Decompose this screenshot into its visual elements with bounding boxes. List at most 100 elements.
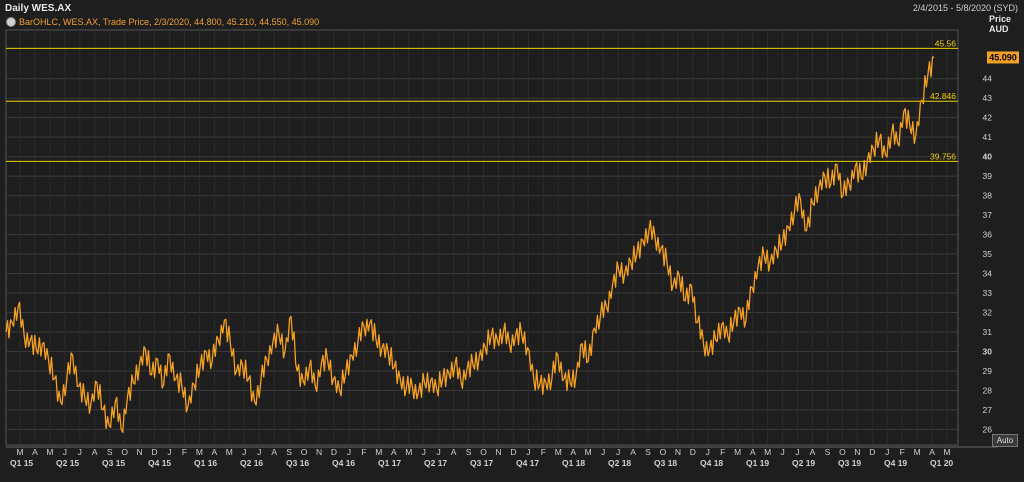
x-month-label: A xyxy=(570,447,576,457)
x-quarter-label: Q3 16 xyxy=(286,458,309,468)
x-month-label: O xyxy=(121,447,128,457)
x-month-label: M xyxy=(944,447,951,457)
x-quarter-label: Q4 15 xyxy=(148,458,171,468)
x-month-label: A xyxy=(212,447,218,457)
y-tick-label: 29 xyxy=(983,366,993,376)
price-label: Price xyxy=(989,14,1012,24)
x-quarter-label: Q1 15 xyxy=(10,458,33,468)
x-month-label: J xyxy=(780,447,784,457)
x-month-label: F xyxy=(182,447,187,457)
last-price-tag xyxy=(987,51,1019,64)
y-tick-label: 36 xyxy=(983,230,993,240)
x-month-label: M xyxy=(16,447,23,457)
x-month-label: M xyxy=(734,447,741,457)
price-series-line xyxy=(5,56,935,433)
y-tick-label: 30 xyxy=(983,346,993,356)
x-month-label: M xyxy=(196,447,203,457)
x-month-label: M xyxy=(764,447,771,457)
x-month-label: A xyxy=(32,447,38,457)
x-month-label: M xyxy=(46,447,53,457)
x-month-label: F xyxy=(900,447,905,457)
y-tick-label: 31 xyxy=(983,327,993,337)
last-price-label: 45.090 xyxy=(989,52,1017,62)
x-month-label: A xyxy=(929,447,935,457)
x-month-label: J xyxy=(706,447,710,457)
x-month-label: M xyxy=(375,447,382,457)
x-quarter-label: Q2 19 xyxy=(792,458,815,468)
x-month-label: J xyxy=(422,447,426,457)
x-month-label: S xyxy=(286,447,292,457)
x-month-label: F xyxy=(541,447,546,457)
x-quarter-label: Q1 18 xyxy=(562,458,585,468)
plot-area-border xyxy=(5,29,959,446)
auto-scale-button[interactable]: Auto xyxy=(992,434,1018,447)
x-quarter-label: Q4 19 xyxy=(884,458,907,468)
x-quarter-label: Q3 18 xyxy=(654,458,677,468)
y-tick-label: 40 xyxy=(983,152,993,162)
date-range[interactable]: 2/4/2015 - 5/8/2020 (SYD) xyxy=(912,3,1018,13)
x-month-label: D xyxy=(869,447,875,457)
x-month-label: D xyxy=(690,447,696,457)
x-month-label: D xyxy=(152,447,158,457)
x-quarter-label: Q1 19 xyxy=(746,458,769,468)
y-tick-label: 33 xyxy=(983,288,993,298)
x-month-label: M xyxy=(555,447,562,457)
x-month-label: J xyxy=(78,447,82,457)
currency-label: AUD xyxy=(989,24,1009,34)
y-tick-label: 28 xyxy=(983,385,993,395)
x-month-label: A xyxy=(810,447,816,457)
x-month-label: J xyxy=(167,447,171,457)
x-month-label: N xyxy=(495,447,501,457)
x-quarter-label: Q4 18 xyxy=(700,458,723,468)
y-tick-label: 37 xyxy=(983,210,993,220)
x-month-label: A xyxy=(630,447,636,457)
price-axis-header: Price AUD xyxy=(989,14,1011,34)
y-tick-label: 35 xyxy=(983,249,993,259)
x-quarter-label: Q1 20 xyxy=(930,458,953,468)
x-quarter-label: Q2 17 xyxy=(424,458,447,468)
series-legend[interactable]: BarOHLC, WES.AX, Trade Price, 2/3/2020, … xyxy=(6,17,319,27)
y-tick-label: 41 xyxy=(983,132,993,142)
y-tick-label: 26 xyxy=(983,424,993,434)
x-month-label: A xyxy=(92,447,98,457)
x-quarter-label: Q2 18 xyxy=(608,458,631,468)
x-month-label: F xyxy=(720,447,725,457)
x-month-label: A xyxy=(750,447,756,457)
x-month-label: N xyxy=(675,447,681,457)
legend-text: BarOHLC, WES.AX, Trade Price, 2/3/2020, … xyxy=(19,17,320,27)
legend-toggle-icon[interactable] xyxy=(6,17,16,27)
x-quarter-label: Q2 15 xyxy=(56,458,79,468)
reference-line-label: 39.756 xyxy=(930,151,956,161)
x-month-label: N xyxy=(137,447,143,457)
x-quarter-label: Q1 16 xyxy=(194,458,217,468)
y-tick-label: 34 xyxy=(983,269,993,279)
x-quarter-label: Q3 19 xyxy=(838,458,861,468)
chart-title: Daily WES.AX xyxy=(5,3,72,14)
x-quarter-label: Q1 17 xyxy=(378,458,401,468)
x-month-label: M xyxy=(226,447,233,457)
x-month-label: O xyxy=(301,447,308,457)
y-tick-label: 42 xyxy=(983,113,993,123)
x-quarter-label: Q4 16 xyxy=(332,458,355,468)
x-month-label: S xyxy=(107,447,113,457)
x-month-label: D xyxy=(510,447,516,457)
x-month-label: O xyxy=(839,447,846,457)
x-month-label: J xyxy=(601,447,605,457)
y-tick-label: 44 xyxy=(983,74,993,84)
x-month-label: S xyxy=(825,447,831,457)
x-month-label: M xyxy=(405,447,412,457)
x-month-label: S xyxy=(466,447,472,457)
x-quarter-label: Q4 17 xyxy=(516,458,539,468)
x-month-label: A xyxy=(271,447,277,457)
x-month-label: J xyxy=(795,447,799,457)
x-quarter-label: Q2 16 xyxy=(240,458,263,468)
x-month-label: A xyxy=(451,447,457,457)
x-month-label: J xyxy=(885,447,889,457)
x-month-label: O xyxy=(660,447,667,457)
x-month-label: J xyxy=(526,447,530,457)
x-month-label: J xyxy=(437,447,441,457)
x-month-label: J xyxy=(347,447,351,457)
x-month-label: J xyxy=(257,447,261,457)
